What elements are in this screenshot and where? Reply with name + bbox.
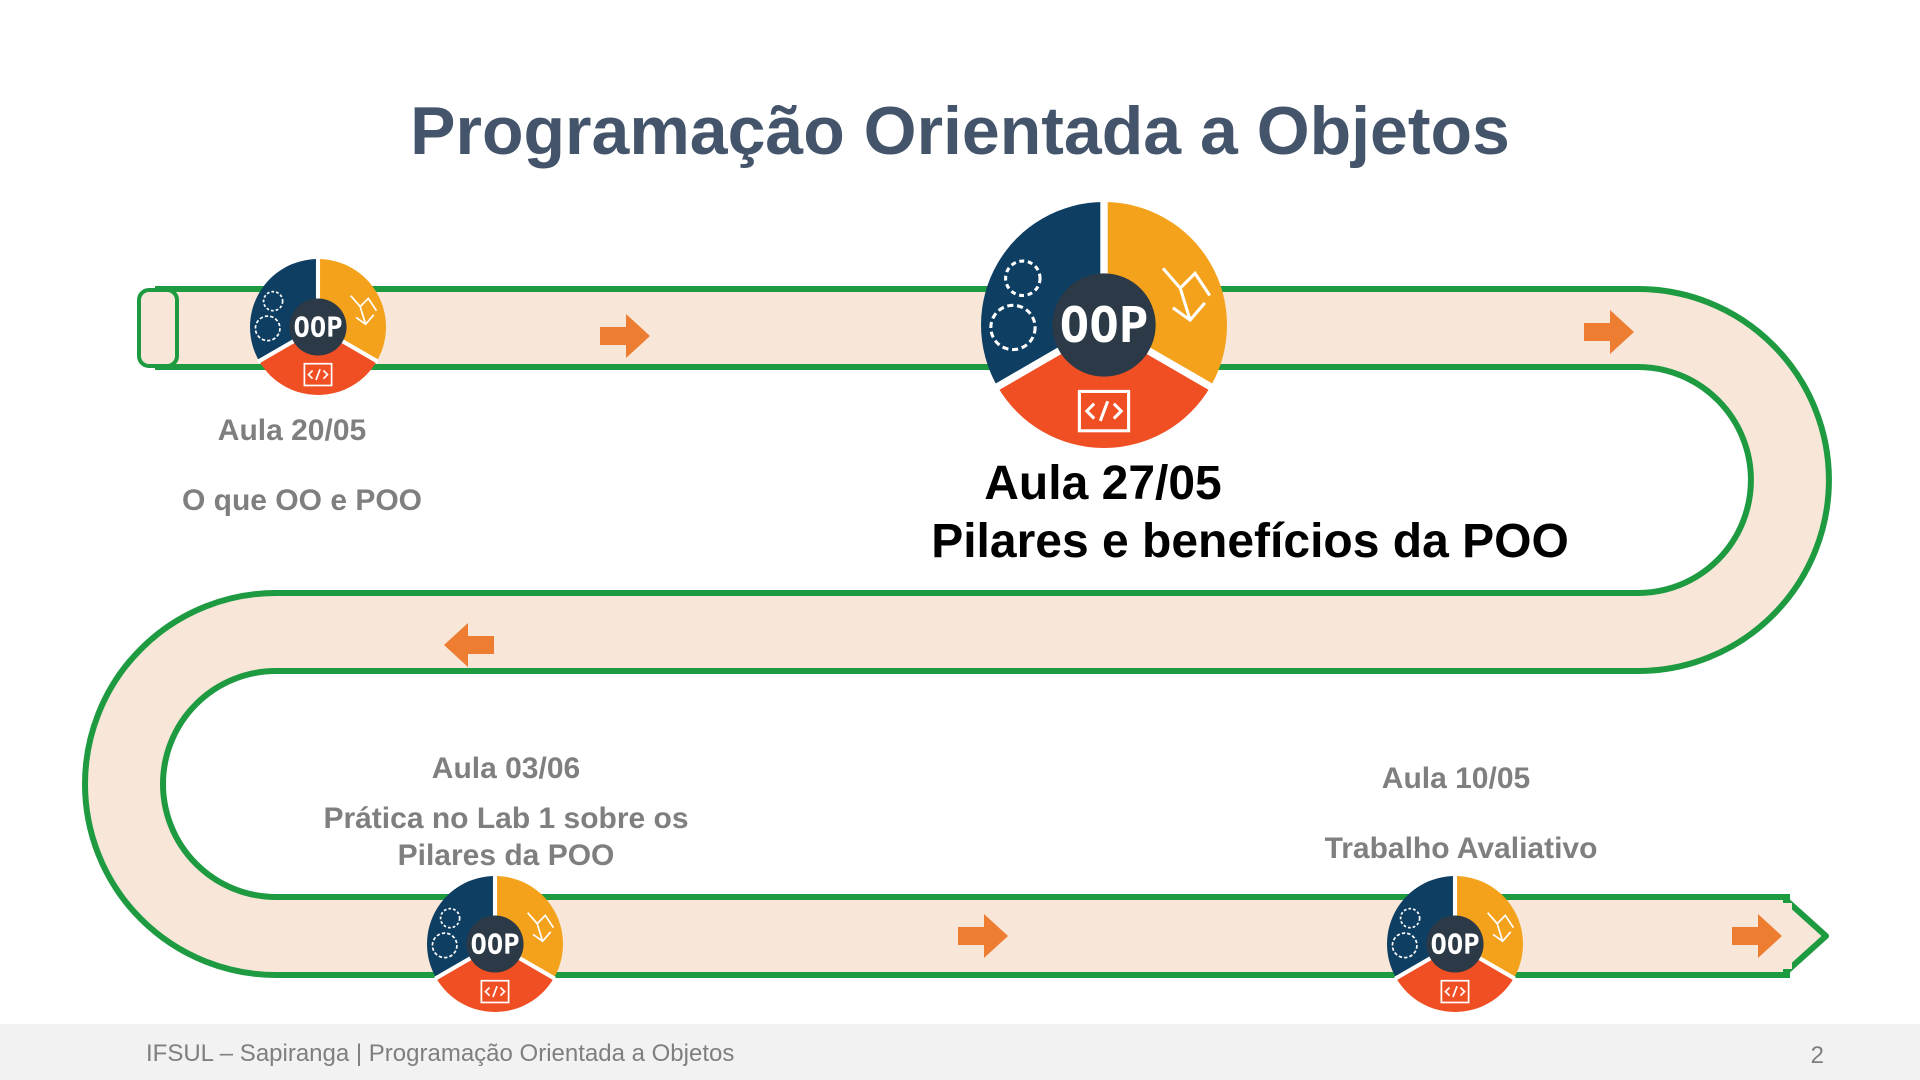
road-start-cap <box>137 288 179 368</box>
oop-badge-label: OOP <box>470 930 519 961</box>
milestone-3-topic-line1: Prática no Lab 1 sobre os <box>323 802 689 835</box>
milestone-3-topic-line2: Pilares da POO <box>397 839 615 872</box>
footer-text: IFSUL – Sapiranga | Programação Orientad… <box>146 1040 735 1067</box>
timeline-road <box>88 292 1826 972</box>
oop-badge-icon: OOP <box>427 875 563 1012</box>
milestone-2-topic: Pilares e benefícios da POO <box>931 515 1569 568</box>
milestone-1-topic: O que OO e POO <box>181 484 423 517</box>
page-number: 2 <box>1810 1042 1824 1069</box>
oop-badge-icon: OOP <box>1387 875 1523 1012</box>
slide-title: Programação Orientada a Objetos <box>410 93 1510 169</box>
milestone-4-topic: Trabalho Avaliativo <box>1324 832 1598 865</box>
oop-badge-label: OOP <box>1430 930 1479 961</box>
milestone-1-date: Aula 20/05 <box>217 414 367 447</box>
footer-bar <box>0 1024 1920 1080</box>
milestone-2-date: Aula 27/05 <box>984 457 1222 510</box>
oop-badge-icon: OOP <box>981 200 1227 448</box>
milestone-4-date: Aula 10/05 <box>1381 762 1531 795</box>
oop-badge-label: OOP <box>1060 296 1149 354</box>
milestone-3-date: Aula 03/06 <box>431 752 581 785</box>
oop-badge-icon: OOP <box>250 258 386 395</box>
oop-badge-label: OOP <box>293 313 342 344</box>
